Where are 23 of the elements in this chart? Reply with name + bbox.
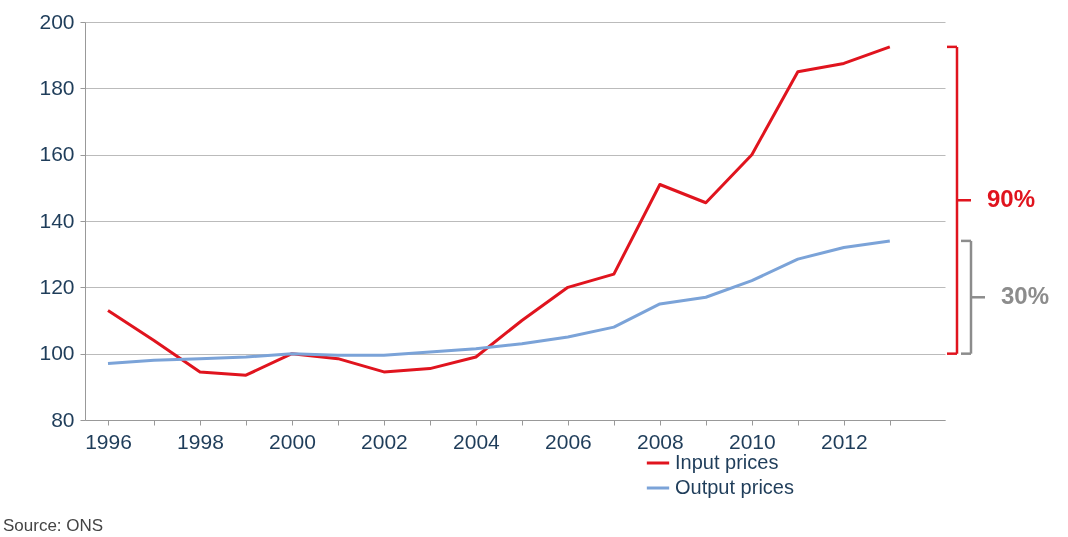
y-tick-label: 160 — [39, 142, 75, 166]
y-tick-label: 80 — [51, 407, 75, 431]
source-note: Source: ONS — [3, 516, 104, 535]
y-tick-label: 120 — [39, 274, 75, 298]
line-series — [106, 45, 892, 377]
x-tick-label: 2006 — [545, 429, 592, 453]
y-tick-label: 100 — [39, 341, 75, 365]
x-tick-label: 2012 — [820, 429, 868, 453]
x-tick-label: 1996 — [85, 429, 132, 453]
y-tick-label: 200 — [39, 9, 75, 33]
x-tick-label: 2008 — [637, 429, 684, 453]
y-tick-label: 180 — [39, 75, 75, 99]
x-tick-label: 2010 — [728, 429, 776, 453]
x-tick-label: 2002 — [361, 429, 408, 453]
x-tick-label: 2000 — [269, 429, 316, 453]
legend-label: Output prices — [675, 476, 794, 498]
legend-label: Input prices — [675, 451, 779, 473]
text: 30% — [1001, 282, 1050, 310]
text: 90% — [987, 185, 1036, 213]
line-series — [106, 239, 892, 366]
x-tick-label: 2004 — [453, 429, 501, 453]
x-tick-label: 1998 — [177, 429, 224, 453]
y-tick-label: 140 — [39, 208, 75, 232]
